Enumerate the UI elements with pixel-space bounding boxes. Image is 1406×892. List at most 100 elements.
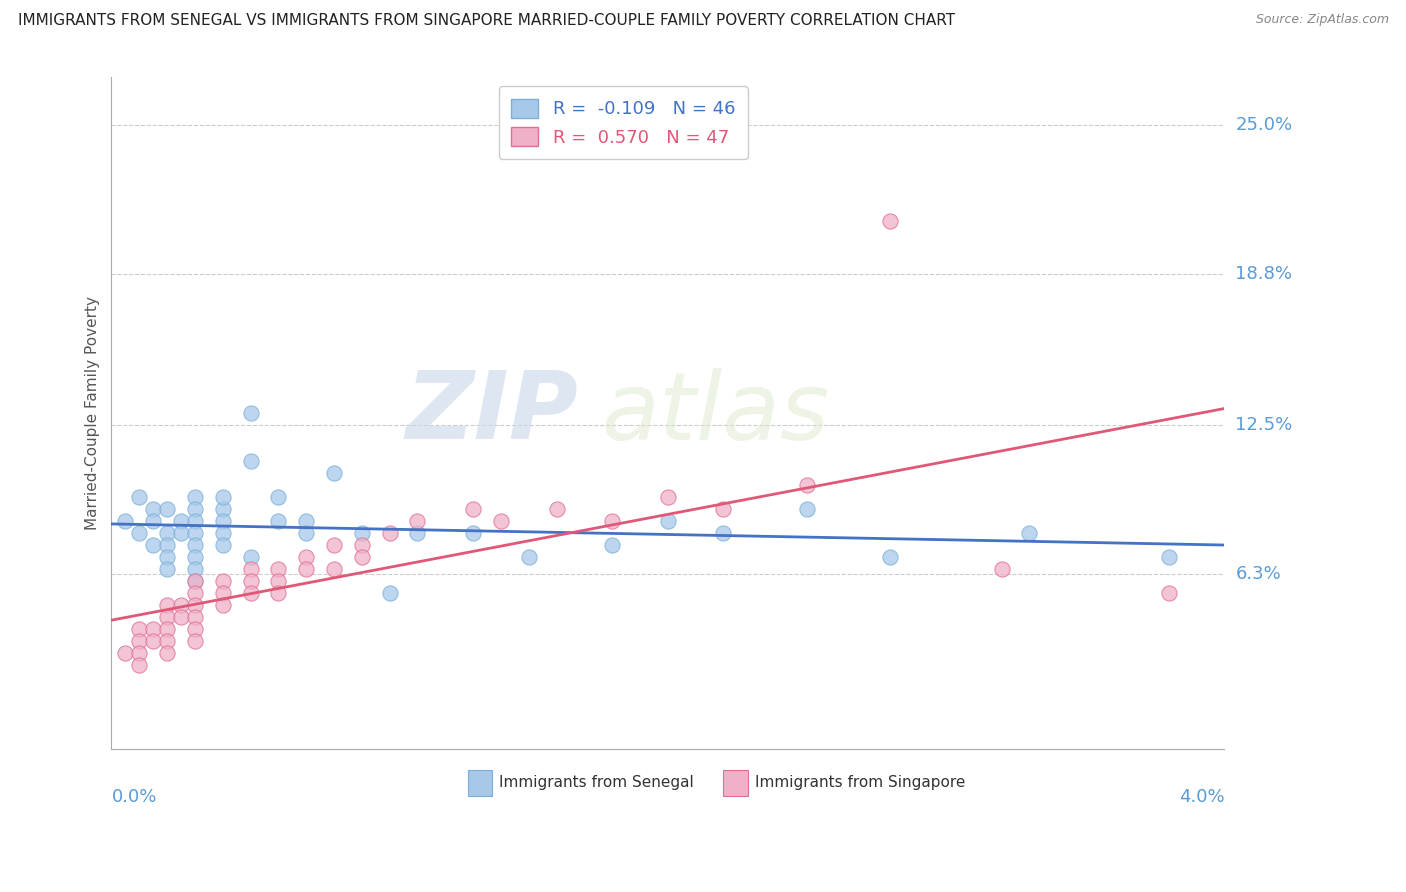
Point <box>461 502 484 516</box>
Text: 18.8%: 18.8% <box>1236 265 1292 283</box>
Point <box>323 538 346 552</box>
Point <box>156 526 179 541</box>
Point <box>267 562 290 576</box>
Point <box>170 598 193 612</box>
Text: Source: ZipAtlas.com: Source: ZipAtlas.com <box>1256 13 1389 27</box>
Point <box>600 538 623 552</box>
Point <box>184 490 207 504</box>
Point <box>796 502 818 516</box>
Point <box>184 598 207 612</box>
Point <box>657 514 679 528</box>
Point <box>267 574 290 588</box>
Point <box>184 574 207 588</box>
Point <box>211 586 233 600</box>
Point <box>184 574 207 588</box>
Point <box>1018 526 1040 541</box>
Point <box>128 622 150 636</box>
Point <box>184 633 207 648</box>
Point <box>378 586 401 600</box>
Point <box>600 514 623 528</box>
Point <box>184 526 207 541</box>
Point <box>142 633 165 648</box>
Point <box>350 526 373 541</box>
Point <box>350 549 373 564</box>
Point <box>267 586 290 600</box>
Text: 12.5%: 12.5% <box>1236 416 1292 434</box>
Point <box>295 562 318 576</box>
Point <box>990 562 1012 576</box>
Text: atlas: atlas <box>600 368 830 458</box>
Point <box>879 549 901 564</box>
Point <box>1157 586 1180 600</box>
Point <box>184 622 207 636</box>
Text: 6.3%: 6.3% <box>1236 565 1281 582</box>
Point <box>170 526 193 541</box>
Point <box>142 622 165 636</box>
Point <box>211 538 233 552</box>
Point <box>114 646 136 660</box>
Point <box>184 562 207 576</box>
Point <box>295 514 318 528</box>
Point <box>239 574 262 588</box>
Point <box>713 526 735 541</box>
Point <box>156 622 179 636</box>
Point <box>211 526 233 541</box>
Point <box>295 549 318 564</box>
Point <box>1157 549 1180 564</box>
Text: Immigrants from Senegal: Immigrants from Senegal <box>499 775 693 790</box>
Point <box>156 633 179 648</box>
FancyBboxPatch shape <box>724 770 748 796</box>
Point <box>211 598 233 612</box>
Point <box>156 549 179 564</box>
Point <box>350 538 373 552</box>
Point <box>378 526 401 541</box>
Point <box>239 586 262 600</box>
Point <box>142 514 165 528</box>
Point <box>657 490 679 504</box>
Point <box>156 562 179 576</box>
Point <box>128 526 150 541</box>
Point <box>156 646 179 660</box>
Point <box>211 574 233 588</box>
Point <box>239 549 262 564</box>
Point <box>156 598 179 612</box>
Point <box>323 562 346 576</box>
Text: 25.0%: 25.0% <box>1236 116 1292 135</box>
Point <box>128 633 150 648</box>
Point <box>406 526 429 541</box>
Point <box>796 478 818 492</box>
Point <box>517 549 540 564</box>
Legend: R =  -0.109   N = 46, R =  0.570   N = 47: R = -0.109 N = 46, R = 0.570 N = 47 <box>499 87 748 160</box>
Point <box>142 538 165 552</box>
Text: 0.0%: 0.0% <box>111 788 157 805</box>
Point <box>184 538 207 552</box>
Point <box>142 502 165 516</box>
Point <box>184 586 207 600</box>
Point <box>156 502 179 516</box>
Point <box>239 406 262 420</box>
Point <box>128 646 150 660</box>
Point <box>170 610 193 624</box>
Point <box>879 214 901 228</box>
FancyBboxPatch shape <box>468 770 492 796</box>
Point <box>239 562 262 576</box>
Point <box>295 526 318 541</box>
Point <box>184 549 207 564</box>
Point <box>211 514 233 528</box>
Point <box>546 502 568 516</box>
Point <box>170 514 193 528</box>
Point <box>211 490 233 504</box>
Point <box>184 502 207 516</box>
Point <box>156 610 179 624</box>
Y-axis label: Married-Couple Family Poverty: Married-Couple Family Poverty <box>86 296 100 530</box>
Point <box>713 502 735 516</box>
Point <box>128 490 150 504</box>
Point <box>184 514 207 528</box>
Text: IMMIGRANTS FROM SENEGAL VS IMMIGRANTS FROM SINGAPORE MARRIED-COUPLE FAMILY POVER: IMMIGRANTS FROM SENEGAL VS IMMIGRANTS FR… <box>18 13 956 29</box>
Text: Immigrants from Singapore: Immigrants from Singapore <box>755 775 965 790</box>
Point <box>489 514 512 528</box>
Point <box>323 466 346 480</box>
Point <box>406 514 429 528</box>
Point <box>114 514 136 528</box>
Point <box>184 610 207 624</box>
